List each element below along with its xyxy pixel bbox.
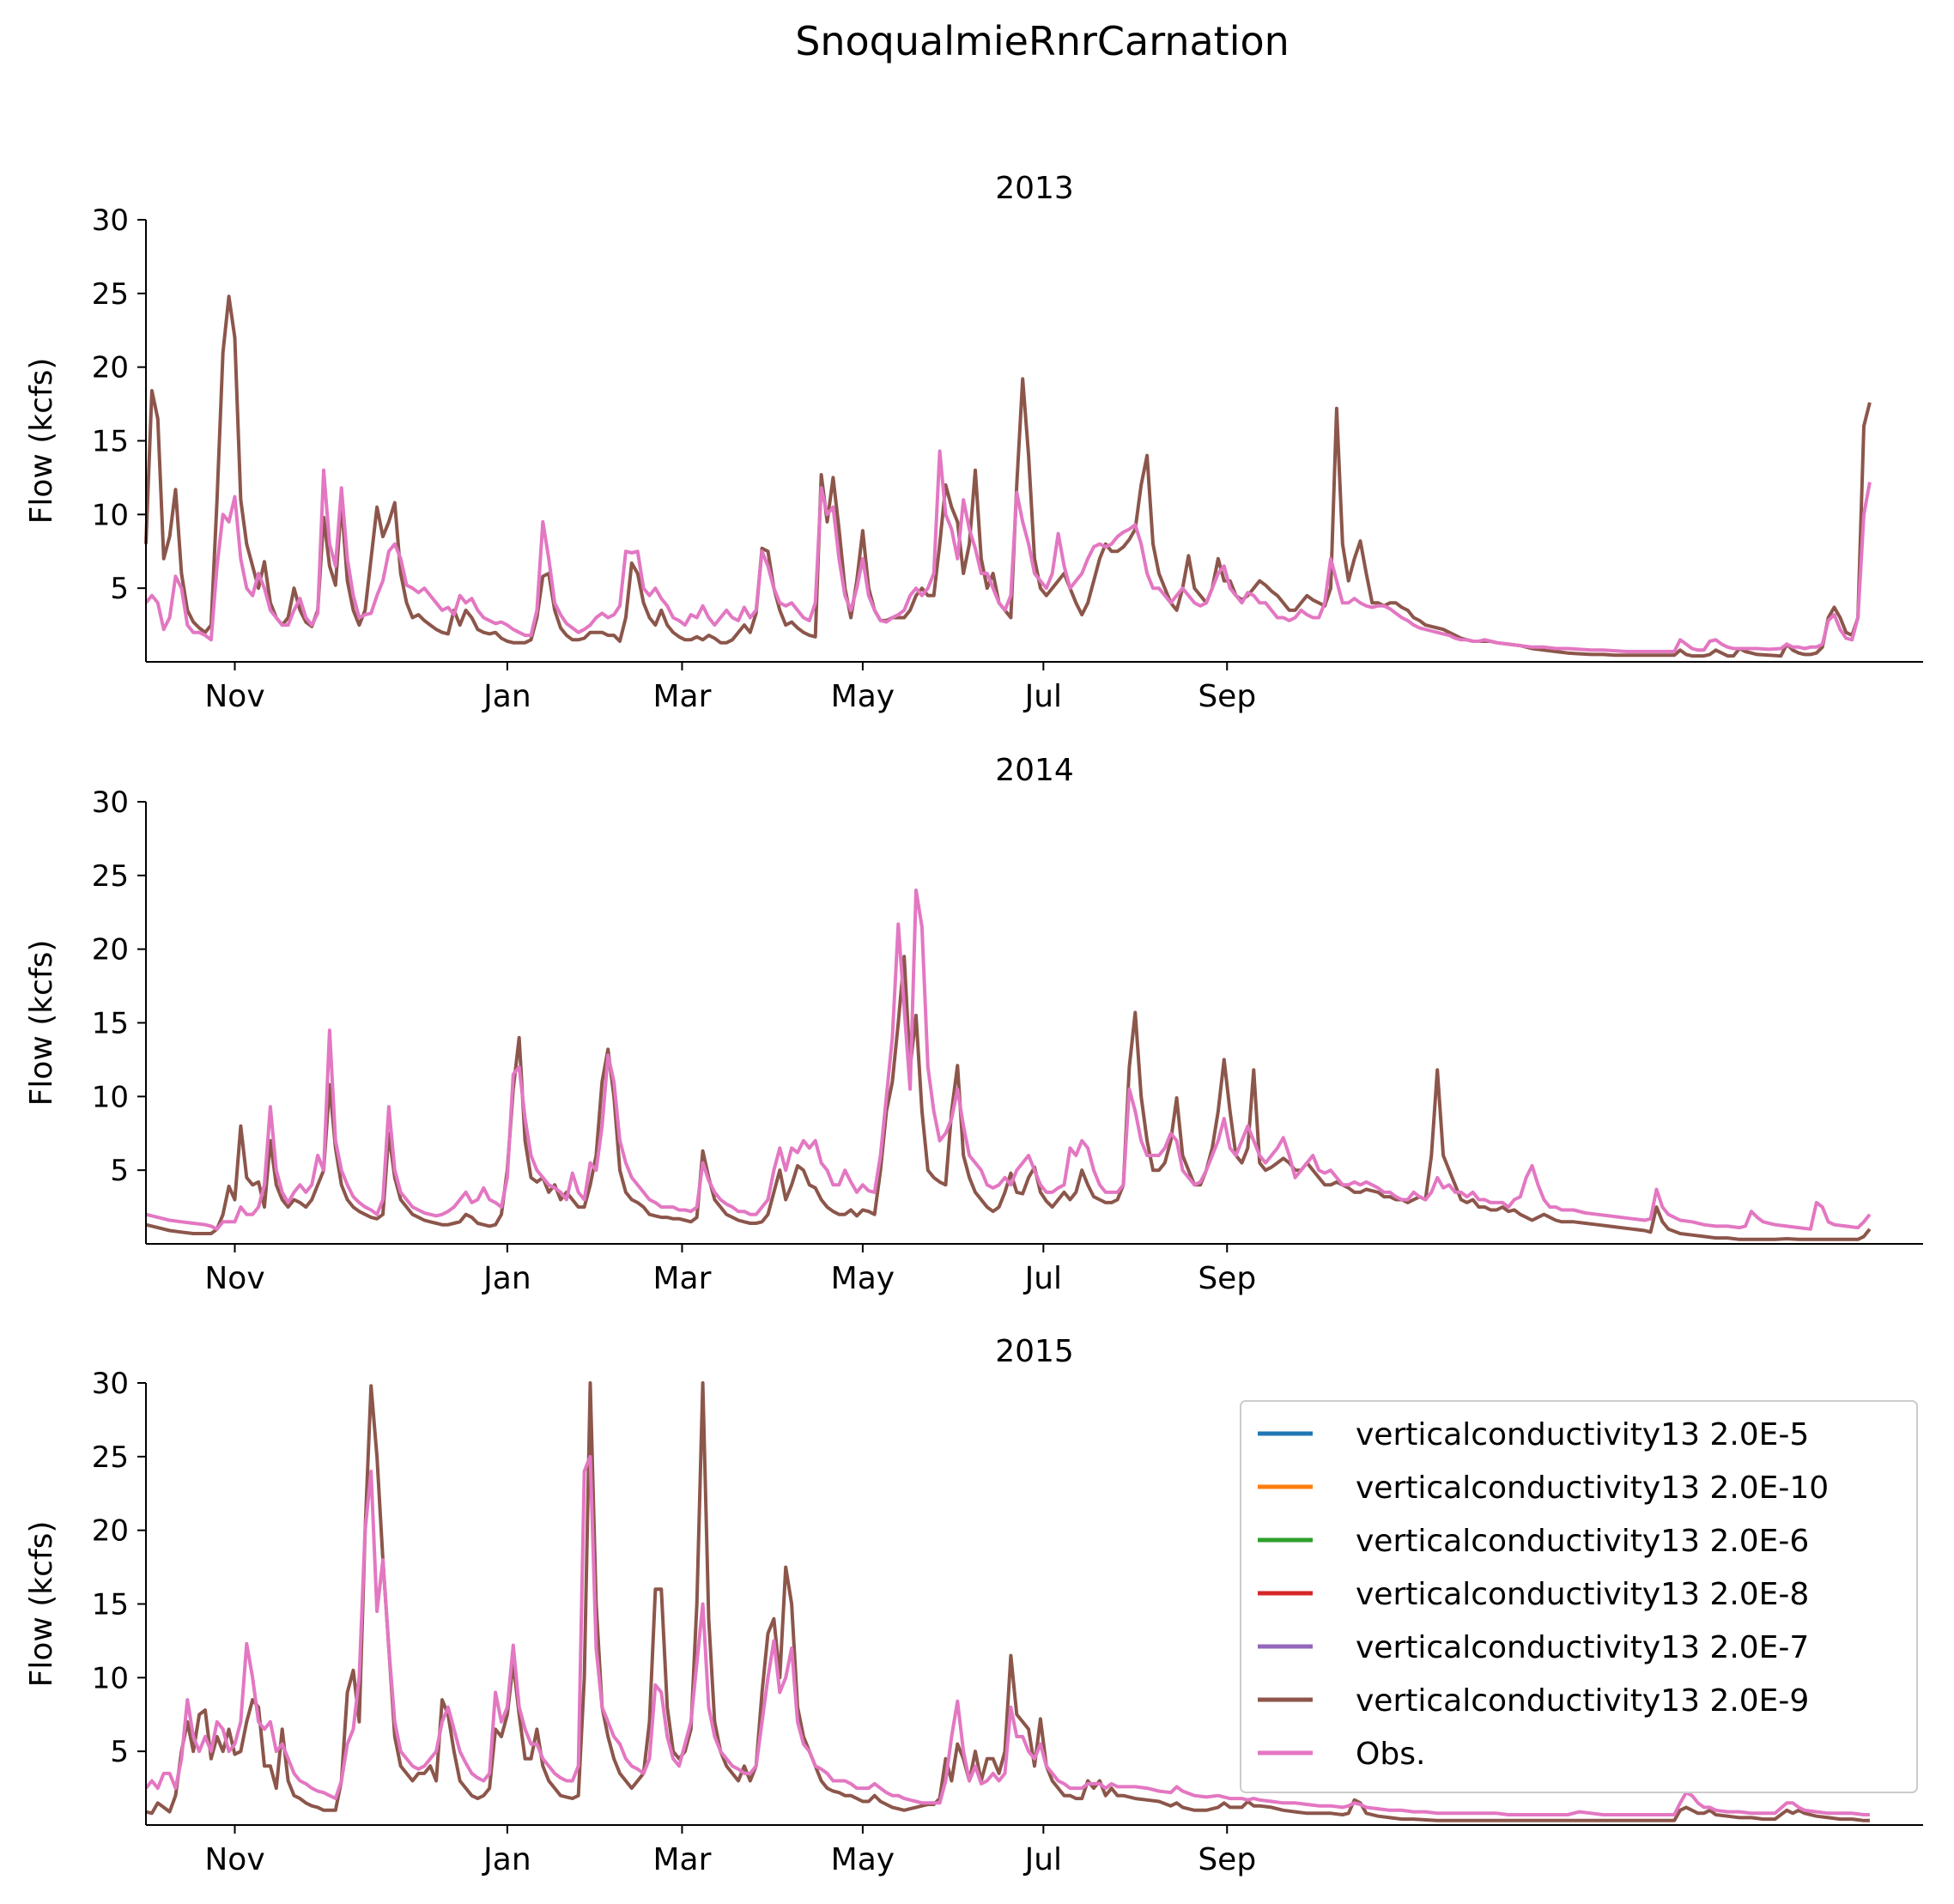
x-tick-label: May [831,1261,895,1296]
x-tick-label: Jan [482,1842,531,1877]
legend-label: verticalconductivity13 2.0E-5 [1356,1417,1809,1452]
legend: verticalconductivity13 2.0E-5 verticalcon… [1240,1400,1918,1793]
y-tick-label: 30 [92,785,129,820]
panel-title: 2014 [995,753,1074,788]
y-tick-label: 20 [92,1514,129,1549]
legend-item: verticalconductivity13 2.0E-8 [1258,1577,1809,1612]
series-line-obs [144,1454,1870,1816]
legend-label: verticalconductivity13 2.0E-10 [1356,1470,1829,1506]
legend-label: Obs. [1356,1737,1425,1772]
x-tick-label: May [831,1842,895,1877]
y-tick-label: 5 [110,1735,129,1769]
x-tick-label: Sep [1198,1842,1256,1877]
x-tick-label: Jan [482,679,531,714]
legend-item: verticalconductivity13 2.0E-6 [1258,1524,1809,1559]
legend-label: verticalconductivity13 2.0E-8 [1356,1577,1809,1612]
y-tick-label: 25 [92,859,129,894]
y-tick-label: 10 [92,1080,129,1114]
y-axis-label: Flow (kcfs) [24,1521,59,1688]
panel-2015: 2015 Flow (kcfs) 5 10 15 20 25 30 Nov Jan Mar May Ju… [24,1334,1923,1877]
y-tick-label: 15 [92,1007,129,1041]
legend-box [1240,1400,1918,1793]
legend-label: verticalconductivity13 2.0E-7 [1356,1630,1809,1665]
legend-item: verticalconductivity13 2.0E-5 [1258,1417,1809,1452]
panels: 2013 Flow (kcfs) 5 10 15 20 25 30 Nov Jan Mar May Ju… [24,171,1923,1877]
y-tick-label: 15 [92,425,129,459]
y-tick-label: 10 [92,498,129,532]
x-tick-label: Sep [1198,679,1256,714]
panel-title: 2013 [995,171,1074,206]
series-line-obs [144,449,1872,653]
y-tick-label: 20 [92,351,129,385]
y-tick-label: 20 [92,933,129,967]
x-tick-label: Nov [204,1842,264,1877]
x-tick-label: Mar [652,679,711,714]
series-line-sim [145,955,1872,1241]
x-tick-label: Nov [204,679,264,714]
legend-label: verticalconductivity13 2.0E-9 [1356,1683,1809,1719]
y-axis-label: Flow (kcfs) [24,940,59,1107]
y-tick-label: 25 [92,1440,129,1475]
series-line-sim [145,1381,1870,1822]
x-tick-label: Jan [482,1261,531,1296]
x-tick-label: Mar [652,1842,711,1877]
x-tick-label: Jul [1023,679,1062,714]
x-tick-label: Jul [1023,1842,1062,1877]
legend-item: verticalconductivity13 2.0E-9 [1258,1683,1809,1719]
y-tick-label: 5 [110,1154,129,1188]
x-tick-label: Sep [1198,1261,1256,1296]
x-tick-label: Nov [204,1261,264,1296]
legend-item: Obs. [1258,1737,1425,1772]
y-axis-label: Flow (kcfs) [24,358,59,525]
panel-title: 2015 [995,1334,1074,1369]
y-tick-label: 15 [92,1588,129,1622]
legend-label: verticalconductivity13 2.0E-6 [1356,1524,1809,1559]
x-tick-label: Jul [1023,1261,1062,1296]
panel-2013: 2013 Flow (kcfs) 5 10 15 20 25 30 Nov Jan Mar May Ju… [24,171,1923,714]
figure-title: SnoqualmieRnrCarnation [795,18,1290,64]
x-tick-label: Mar [652,1261,711,1296]
y-tick-label: 30 [92,1367,129,1401]
legend-item: verticalconductivity13 2.0E-10 [1258,1470,1829,1506]
y-tick-label: 10 [92,1661,129,1695]
y-tick-label: 5 [110,572,129,606]
panel-2014: 2014 Flow (kcfs) 5 10 15 20 25 30 Nov Jan Mar May Ju… [24,753,1923,1296]
legend-item: verticalconductivity13 2.0E-7 [1258,1630,1809,1665]
y-tick-label: 25 [92,277,129,312]
series-line-obs [145,888,1872,1231]
x-tick-label: May [831,679,895,714]
y-tick-label: 30 [92,203,129,238]
